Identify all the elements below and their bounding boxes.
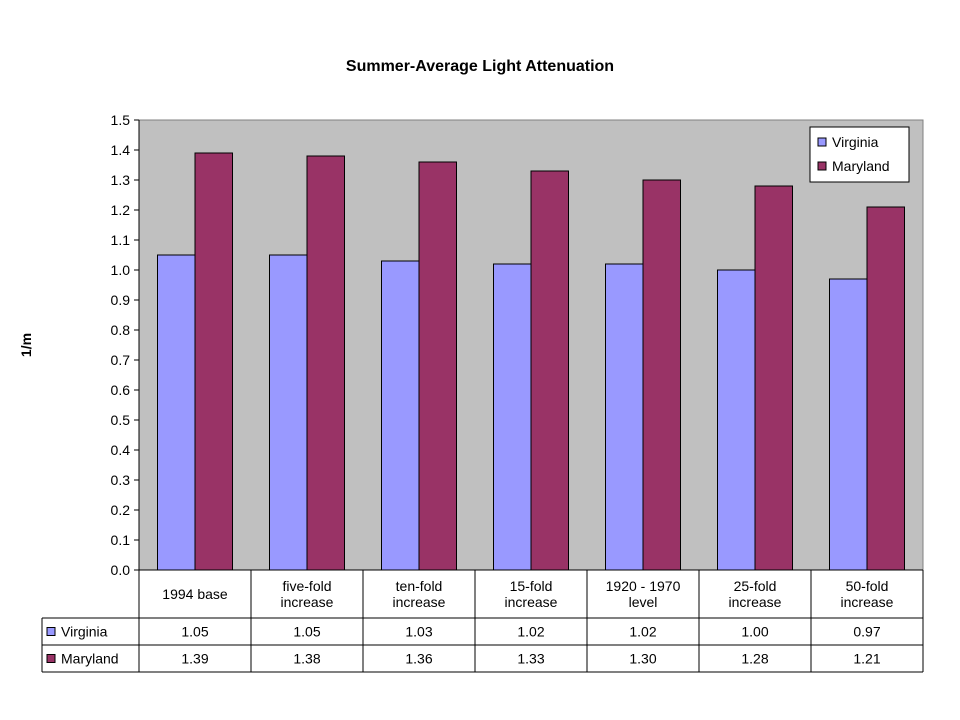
bar-virginia [157, 254, 196, 571]
y-tick-label: 0.1 [111, 532, 131, 548]
y-tick-label: 1.0 [111, 262, 131, 278]
x-tick-label: 1920 - 1970 [606, 578, 681, 594]
y-tick-label: 0.8 [111, 322, 131, 338]
chart-title: Summer-Average Light Attenuation [346, 58, 614, 75]
data-label: 1.38 [293, 651, 320, 667]
legend-box [809, 126, 910, 183]
data-label: 1.28 [741, 651, 768, 667]
y-tick-label: 0.7 [111, 352, 131, 368]
x-tick-label: 25-fold [734, 578, 777, 594]
x-tick-label: five-fold [282, 578, 331, 594]
data-label: 1.21 [853, 651, 880, 667]
y-tick-label: 1.4 [111, 142, 131, 158]
y-tick-label: 0.2 [111, 502, 131, 518]
x-tick-label: increase [505, 594, 558, 610]
bar-virginia [381, 260, 420, 571]
x-tick-label: 1994 base [162, 586, 228, 602]
bar-virginia [605, 263, 644, 571]
data-label: 1.03 [405, 624, 432, 640]
bar-maryland [642, 179, 681, 571]
y-tick-label: 0.3 [111, 472, 131, 488]
bar-virginia [269, 254, 308, 571]
y-tick-label: 0.9 [111, 292, 131, 308]
plot-area: 0.0 0.1 0.2 0.3 0.4 0.5 0.6 0.7 0.8 0.9 1.0 1.1 1.2 1… [111, 112, 924, 578]
table-legend-key-virginia [46, 627, 56, 636]
table-series-name: Virginia [61, 624, 108, 640]
bar-maryland [306, 155, 345, 571]
legend-key-maryland [817, 161, 827, 171]
data-label: 1.00 [741, 624, 768, 640]
legend: Virginia Maryland [809, 126, 910, 183]
legend-label: Maryland [832, 158, 890, 174]
y-tick-label: 0.0 [111, 562, 131, 578]
x-tick-label: increase [729, 594, 782, 610]
y-tick-label: 1.1 [111, 232, 131, 248]
y-tick-label: 1.2 [111, 202, 131, 218]
data-label: 1.05 [293, 624, 320, 640]
y-tick-label: 0.4 [111, 442, 131, 458]
y-tick-label: 0.6 [111, 382, 131, 398]
data-label: 1.36 [405, 651, 432, 667]
table-legend-key-maryland [46, 654, 56, 663]
legend-key-virginia [817, 137, 827, 147]
y-tick-label: 1.3 [111, 172, 131, 188]
x-tick-label: level [629, 594, 658, 610]
bar-maryland [530, 170, 569, 571]
bar-virginia [717, 269, 756, 571]
data-label: 1.30 [629, 651, 656, 667]
bar-maryland [754, 185, 793, 571]
data-table: 1994 base five-foldincreaseten-foldincrea… [41, 570, 924, 673]
data-label: 1.02 [517, 624, 544, 640]
bar-virginia [829, 278, 868, 571]
data-label: 1.33 [517, 651, 544, 667]
bar-maryland [194, 152, 233, 571]
x-tick-label: increase [393, 594, 446, 610]
data-label: 0.97 [853, 624, 880, 640]
data-label: 1.05 [181, 624, 208, 640]
bar-virginia [493, 263, 532, 571]
bar-maryland [866, 206, 905, 571]
table-series-name: Maryland [61, 651, 119, 667]
x-tick-label: 50-fold [846, 578, 889, 594]
bar-maryland [418, 161, 457, 571]
y-axis-label: 1/m [18, 333, 34, 357]
data-label: 1.02 [629, 624, 656, 640]
x-tick-label: 15-fold [510, 578, 553, 594]
legend-label: Virginia [832, 134, 879, 150]
y-tick-label: 0.5 [111, 412, 131, 428]
y-tick-label: 1.5 [111, 112, 131, 128]
x-tick-label: increase [841, 594, 894, 610]
x-tick-label: increase [281, 594, 334, 610]
x-tick-label: ten-fold [396, 578, 443, 594]
data-label: 1.39 [181, 651, 208, 667]
